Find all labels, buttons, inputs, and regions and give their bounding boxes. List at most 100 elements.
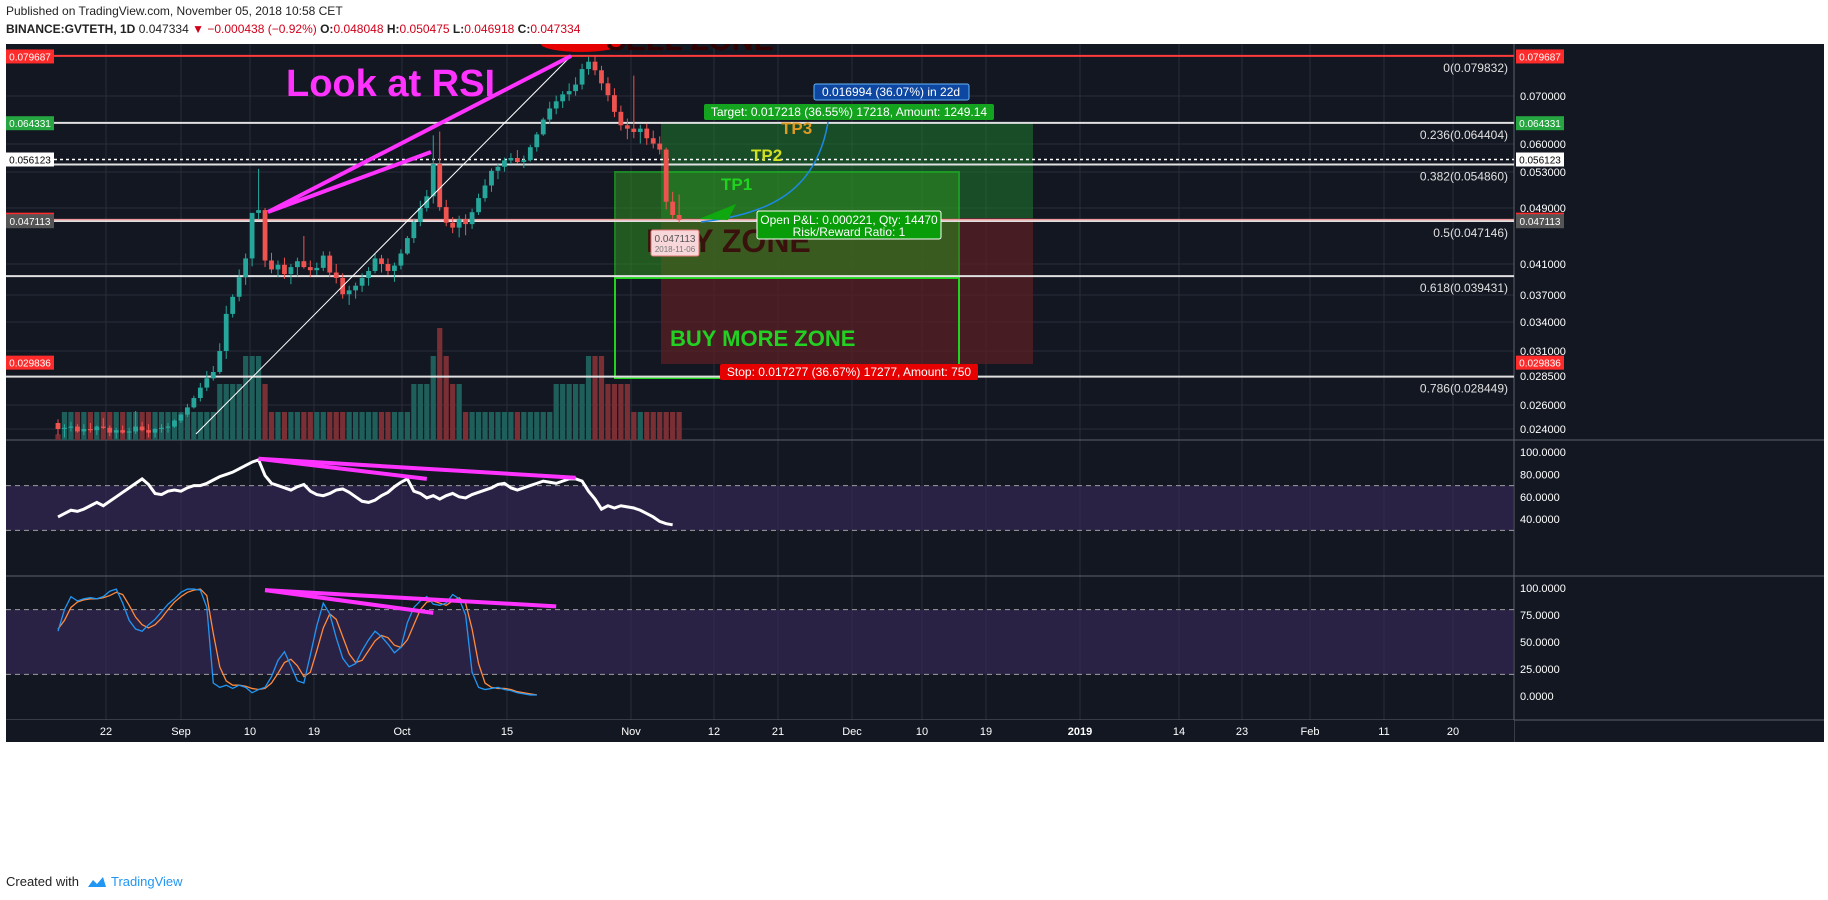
- time-axis-tick: 22: [100, 726, 112, 738]
- volume-bar: [255, 356, 262, 440]
- stoch-axis-tick: 100.0000: [1520, 583, 1566, 595]
- projection-label: 0.016994 (36.07%) in 22d: [822, 85, 960, 99]
- tp3-label: TP3: [781, 119, 812, 138]
- volume-bar: [353, 412, 359, 440]
- tradingview-brand[interactable]: TradingView: [87, 874, 183, 889]
- volume-bar: [262, 384, 268, 440]
- volume-bar: [243, 356, 249, 440]
- volume-bar: [534, 412, 540, 440]
- volume-bar: [210, 412, 216, 440]
- volume-bar: [631, 412, 637, 440]
- volume-bar: [126, 412, 132, 440]
- volume-bar: [314, 412, 320, 440]
- candle-body: [599, 70, 604, 84]
- candle-body: [573, 84, 578, 92]
- projection-box: [813, 83, 970, 101]
- volume-bar: [495, 412, 501, 440]
- volume-bar: [540, 412, 546, 440]
- rsi-divergence-line: [258, 456, 428, 481]
- candle-body: [223, 313, 229, 351]
- candle-body: [197, 387, 203, 399]
- volume-bar: [217, 384, 223, 440]
- price-axis-tick: 0.026000: [1520, 400, 1566, 412]
- candle-body: [644, 128, 650, 139]
- candle-body: [547, 108, 553, 120]
- price-badge-text: 0.056123: [9, 156, 51, 167]
- volume-bar: [288, 412, 294, 440]
- fib-label: 0.5(0.047146): [1433, 226, 1508, 240]
- symbol-name[interactable]: BINANCE:GVTETH, 1D: [6, 22, 136, 36]
- created-with-label: Created with: [6, 874, 79, 889]
- candle-body: [463, 219, 469, 225]
- candle-body: [243, 258, 249, 278]
- volume-bar: [365, 412, 372, 440]
- stoch-band: [6, 609, 1514, 675]
- candle-body: [663, 149, 669, 202]
- volume-bar: [236, 384, 242, 440]
- candle-body: [353, 285, 359, 291]
- candle-body: [126, 431, 132, 433]
- volume-bar: [294, 412, 300, 440]
- candle-body: [605, 83, 611, 96]
- candle-body: [508, 158, 514, 161]
- candle-body: [566, 91, 572, 95]
- volume-bar: [469, 412, 475, 440]
- volume-bar: [359, 412, 365, 440]
- candle-body: [392, 265, 397, 271]
- volume-bar: [501, 412, 508, 440]
- volume-bar: [585, 356, 592, 440]
- volume-bar: [391, 412, 398, 440]
- candle-body: [495, 166, 501, 171]
- candle-body: [282, 264, 287, 275]
- candle-body: [527, 147, 533, 160]
- time-axis-tick: 15: [501, 726, 513, 738]
- volume-bar: [650, 412, 656, 440]
- candle-body: [55, 423, 61, 429]
- tradingview-brand-label: TradingView: [110, 874, 183, 889]
- tradingview-logo-icon: [87, 876, 106, 887]
- stop-label: Stop: 0.017277 (36.67%) 17277, Amount: 7…: [727, 365, 972, 379]
- volume-bar: [463, 412, 469, 440]
- open-label: O:: [320, 22, 334, 36]
- price-badge-text: 0.029836: [9, 359, 51, 370]
- volume-bar: [152, 412, 158, 440]
- volume-bar: [560, 384, 566, 440]
- volume-bar: [113, 412, 119, 440]
- candle-body: [618, 111, 624, 126]
- candle-body: [346, 290, 352, 295]
- candle-body: [230, 296, 236, 314]
- candle-body: [262, 210, 268, 261]
- volume-bar: [527, 412, 533, 440]
- price-badge-text: 0.029836: [1519, 359, 1561, 370]
- candle-body: [385, 264, 391, 271]
- price-badge-text: 0.064331: [1519, 119, 1561, 130]
- candle-body: [139, 426, 145, 431]
- price-badge-right: [1516, 214, 1564, 229]
- chart-canvas[interactable]: 0(0.079832) 0.236(0.064404) 0.382(0.054860…: [6, 44, 1824, 868]
- price-badge-right: [1516, 152, 1564, 167]
- volume-bar: [204, 412, 210, 440]
- candle-body: [579, 69, 585, 85]
- volume-bar: [670, 412, 676, 440]
- volume-bar: [230, 384, 236, 440]
- volume-bar: [657, 412, 663, 440]
- price-badge-text: 0.064331: [9, 119, 51, 130]
- candle-body: [586, 61, 591, 70]
- candle-body: [676, 215, 682, 220]
- cursor-tooltip: [650, 229, 700, 257]
- candle-body: [430, 164, 436, 197]
- candle-body: [288, 267, 294, 275]
- candle-body: [398, 253, 404, 266]
- volume-bar: [178, 412, 184, 440]
- stoch-axis-tick: 0.0000: [1520, 691, 1554, 703]
- trend-line: [195, 55, 572, 435]
- volume-bar: [404, 412, 410, 440]
- volume-bar: [417, 384, 423, 440]
- time-axis-tick: 14: [1173, 726, 1185, 738]
- volume-bar: [398, 412, 404, 440]
- candle-body: [333, 272, 339, 278]
- volume-bar: [197, 412, 203, 440]
- price-axis-tick: 0.053000: [1520, 167, 1566, 179]
- volume-bar: [644, 412, 650, 440]
- volume-bar: [275, 412, 281, 440]
